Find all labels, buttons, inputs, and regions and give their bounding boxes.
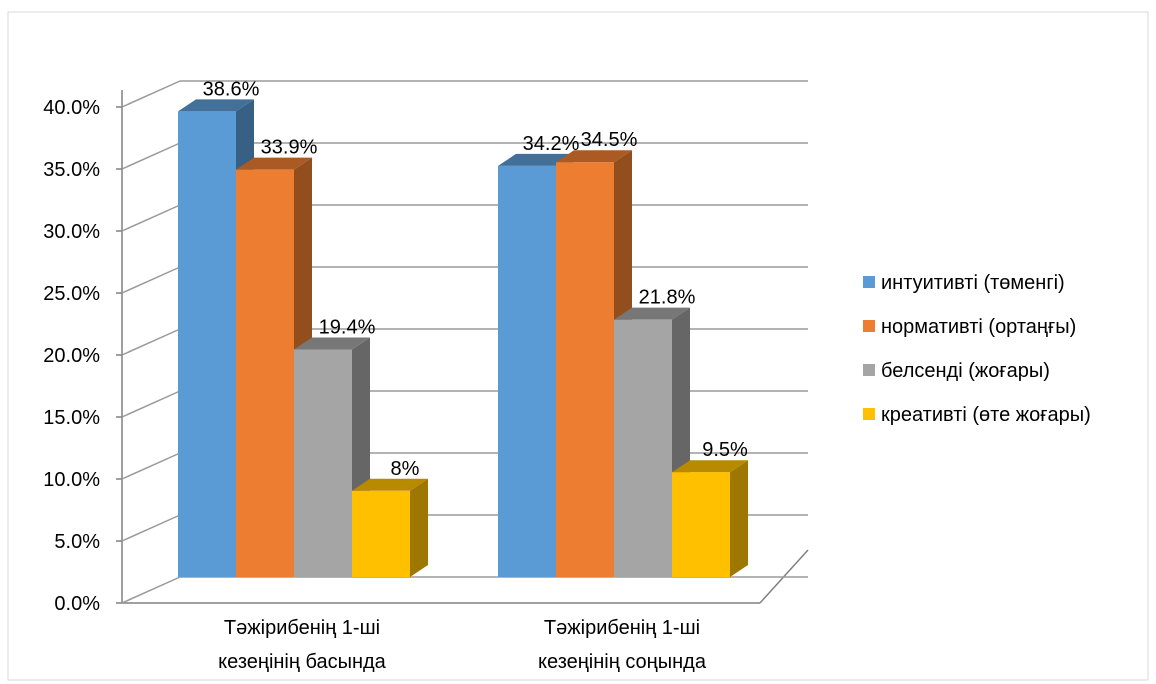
legend-entry: интуитивті (төменгі) bbox=[863, 272, 1065, 294]
bar-front bbox=[352, 490, 410, 577]
legend-entry: нормативті (ортаңғы) bbox=[863, 316, 1076, 338]
y-tick-label: 30.0% bbox=[43, 221, 100, 243]
data-label: 34.5% bbox=[581, 129, 638, 151]
category-label: Тәжірибенің 1-ші bbox=[544, 617, 700, 639]
data-label: 38.6% bbox=[203, 78, 260, 100]
gridline-diagonal bbox=[121, 80, 181, 108]
gridline-diagonal bbox=[121, 142, 181, 170]
y-tick-label: 40.0% bbox=[43, 97, 100, 119]
bar-front bbox=[672, 472, 730, 577]
gridline-diagonal bbox=[121, 390, 181, 418]
gridline-diagonal bbox=[121, 204, 181, 232]
bar bbox=[236, 157, 312, 577]
bar bbox=[498, 153, 574, 578]
y-axis-ticks: 0.0% 5.0% 10.0% 15.0% 20.0% 25.0% 30.0% 35.0% 40… bbox=[43, 97, 100, 615]
bar-top bbox=[352, 478, 428, 491]
bar bbox=[352, 478, 428, 577]
bar-top bbox=[236, 157, 312, 170]
bar-front bbox=[498, 165, 556, 578]
y-tick-label: 35.0% bbox=[43, 159, 100, 181]
legend-label: интуитивті (төменгі) bbox=[881, 272, 1065, 294]
gridline-diagonal bbox=[121, 576, 181, 604]
legend-label: нормативті (ортаңғы) bbox=[881, 316, 1076, 338]
legend-swatch bbox=[863, 320, 875, 332]
category-labels: Тәжірибенің 1-ші кезеңінің басында Тәжіриб… bbox=[218, 617, 707, 673]
data-label: 33.9% bbox=[261, 137, 318, 159]
legend-swatch bbox=[863, 364, 875, 376]
gridline-diagonal bbox=[121, 452, 181, 480]
bar-side bbox=[730, 460, 748, 577]
legend-label: креативті (өте жоғары) bbox=[881, 404, 1091, 426]
bar-top bbox=[556, 150, 632, 163]
legend-swatch bbox=[863, 276, 875, 288]
category-label: кезеңінің басында bbox=[218, 651, 387, 673]
bar-side bbox=[410, 478, 428, 577]
bars bbox=[178, 99, 748, 578]
y-tick-label: 20.0% bbox=[43, 345, 100, 367]
category-label: Тәжірибенің 1-ші bbox=[224, 617, 380, 639]
bar-front bbox=[556, 162, 614, 577]
y-tick-label: 10.0% bbox=[43, 469, 100, 491]
data-label: 9.5% bbox=[702, 439, 748, 461]
bar-front bbox=[236, 169, 294, 577]
y-tick-label: 25.0% bbox=[43, 283, 100, 305]
bar-top bbox=[614, 307, 690, 320]
legend-swatch bbox=[863, 408, 875, 420]
bar-front bbox=[294, 349, 352, 577]
bar-top bbox=[178, 99, 254, 112]
legend-label: белсенді (жоғары) bbox=[881, 360, 1050, 382]
gridline-diagonal bbox=[121, 514, 181, 542]
bar-front bbox=[178, 111, 236, 578]
legend: интуитивті (төменгі) нормативті (ортаңғы)… bbox=[863, 272, 1091, 426]
category-label: кезеңінің соңында bbox=[538, 651, 707, 673]
data-label: 19.4% bbox=[319, 316, 376, 338]
bar-front bbox=[614, 319, 672, 577]
legend-entry: белсенді (жоғары) bbox=[863, 360, 1050, 382]
y-tick-label: 0.0% bbox=[54, 593, 100, 615]
bar-top bbox=[498, 153, 574, 166]
gridline-diagonal bbox=[121, 328, 181, 356]
gridline-diagonal bbox=[121, 266, 181, 294]
bar-top bbox=[294, 337, 370, 350]
data-labels: 38.6% 33.9% 19.4% 8% 34.2% 34.5% 21.8% 9.5% bbox=[203, 78, 748, 479]
data-label: 21.8% bbox=[639, 287, 696, 309]
y-tick-label: 5.0% bbox=[54, 531, 100, 553]
data-label: 8% bbox=[391, 458, 420, 480]
y-tick-label: 15.0% bbox=[43, 407, 100, 429]
data-label: 34.2% bbox=[523, 133, 580, 155]
legend-entry: креативті (өте жоғары) bbox=[863, 404, 1091, 426]
bar bbox=[672, 460, 748, 577]
bar-top bbox=[672, 460, 748, 473]
